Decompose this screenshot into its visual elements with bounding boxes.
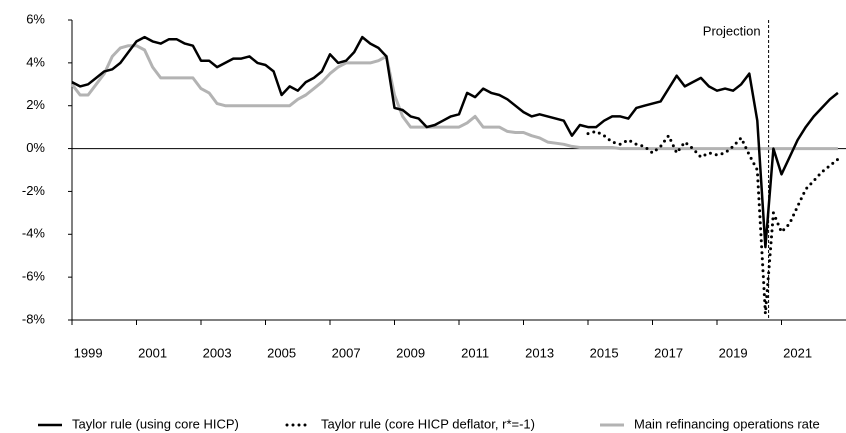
x-tick-label: 2019 (719, 345, 748, 360)
y-tick-label: 6% (26, 11, 45, 26)
y-tick-label: -6% (22, 269, 46, 284)
legend-label: Main refinancing operations rate (634, 416, 820, 431)
x-tick-label: 2011 (461, 345, 489, 360)
x-tick-label: 2015 (590, 345, 619, 360)
x-tick-label: 2001 (138, 345, 167, 360)
x-tick-label: 1999 (74, 345, 103, 360)
x-tick-label: 2021 (783, 345, 812, 360)
y-tick-label: -8% (22, 311, 46, 326)
series-line (71, 35, 839, 249)
annotation: Projection (703, 23, 761, 38)
x-tick-label: 2013 (525, 345, 554, 360)
x-tick-label: 2005 (267, 345, 296, 360)
x-tick-label: 2017 (654, 345, 683, 360)
x-tick-label: 2003 (203, 345, 232, 360)
y-tick-label: -2% (22, 183, 46, 198)
y-tick-label: 2% (26, 97, 45, 112)
y-tick-label: 4% (26, 54, 45, 69)
y-tick-label: -4% (22, 226, 46, 241)
x-tick-label: 2007 (332, 345, 361, 360)
legend-label: Taylor rule (using core HICP) (72, 416, 239, 431)
x-tick-label: 2009 (396, 345, 425, 360)
y-tick-label: 0% (26, 140, 45, 155)
series-line (586, 129, 840, 314)
series-line (70, 44, 838, 151)
legend-label: Taylor rule (core HICP deflator, r*=-1) (321, 416, 535, 431)
